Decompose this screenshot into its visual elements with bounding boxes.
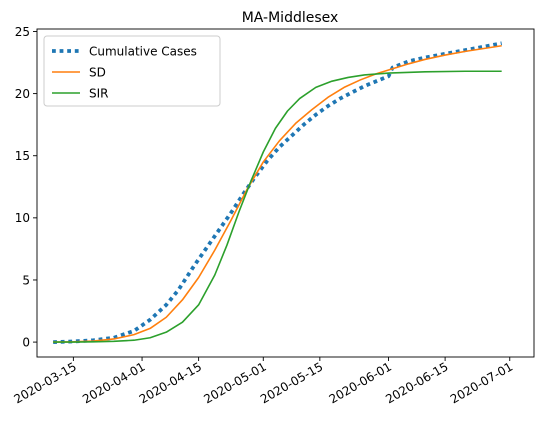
y-tick-label: 15: [15, 149, 30, 163]
x-tick-label: 2020-07-01: [448, 359, 515, 406]
legend-label: Cumulative Cases: [89, 44, 197, 58]
legend-box: [43, 35, 221, 107]
series-line-sd: [53, 44, 502, 343]
y-tick-label: 25: [15, 25, 30, 39]
legend-label: SD: [89, 65, 106, 79]
series-line-sir: [53, 70, 502, 343]
x-tick-label: 2020-05-01: [201, 359, 268, 406]
x-tick-label: 2020-04-15: [137, 359, 204, 406]
chart-title: MA-Middlesex: [242, 10, 339, 26]
x-tick-label: 2020-06-01: [327, 359, 394, 406]
series-layer: [53, 41, 503, 344]
x-tick-label: 2020-04-01: [80, 359, 147, 406]
y-tick-label: 20: [15, 87, 30, 101]
plot-frame: [36, 28, 535, 358]
x-tick-label: 2020-05-15: [258, 359, 325, 406]
legend: Cumulative Cases SD SIR: [43, 35, 221, 107]
y-tick-label: 10: [15, 211, 30, 225]
legend-label: SIR: [89, 86, 109, 100]
y-tick-label: 5: [22, 273, 30, 287]
x-tick-label: 2020-03-15: [11, 359, 78, 406]
y-tick-label: 0: [22, 335, 30, 349]
x-tick-label: 2020-06-15: [383, 359, 450, 406]
series-line-cumulative-cases: [53, 41, 503, 344]
